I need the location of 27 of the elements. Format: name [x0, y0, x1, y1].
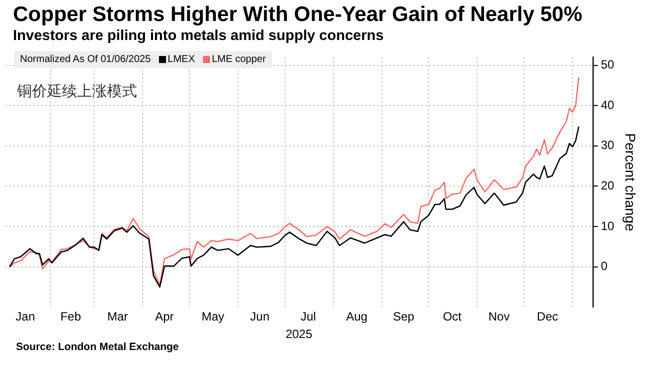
y-tick-label: 20	[600, 178, 615, 193]
y-tick-label: 50	[600, 58, 615, 72]
y-tick-label: 10	[600, 218, 615, 233]
x-tick-label: Nov	[488, 310, 510, 324]
x-tick-label: Jul	[300, 310, 316, 324]
x-tick-label: Jan	[16, 310, 36, 324]
x-tick-label: Aug	[346, 310, 368, 324]
legend-title: Normalized As Of 01/06/2025	[20, 54, 151, 65]
x-tick-label: Feb	[60, 310, 82, 324]
annotation: 铜价延续上涨模式	[17, 82, 137, 101]
x-tick-label: Apr	[155, 310, 174, 324]
x-tick-label: Jun	[250, 310, 270, 324]
x-tick-label: Mar	[107, 310, 128, 324]
legend-label: LME copper	[212, 54, 266, 65]
y-axis-title: Percent change	[622, 133, 639, 232]
y-tick-label: 0	[600, 259, 608, 274]
source-note: Source: London Metal Exchange	[16, 341, 179, 353]
x-axis-title: 2025	[286, 327, 313, 342]
chart-subtitle: Investors are piling into metals amid supply concerns	[13, 28, 384, 44]
x-tick-label: Dec	[536, 310, 558, 324]
x-tick-label: Sep	[392, 310, 415, 324]
x-tick-label: May	[202, 310, 224, 324]
x-tick-label: Oct	[442, 310, 462, 324]
y-tick-label: 40	[600, 98, 615, 112]
chart-title: Copper Storms Higher With One-Year Gain of Nearly 50%	[13, 3, 582, 27]
legend-label: LMEX	[168, 54, 195, 65]
y-tick-label: 30	[600, 138, 615, 152]
